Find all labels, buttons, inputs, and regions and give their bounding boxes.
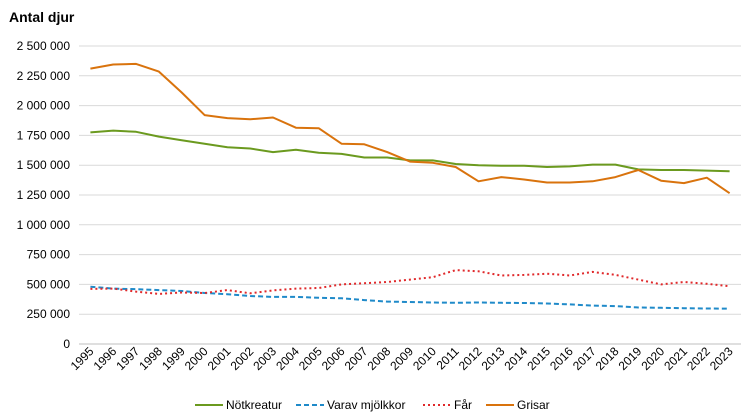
series-line-f-r (90, 269, 730, 295)
y-tick-label: 2 250 000 (17, 69, 71, 83)
y-tick-label: 1 250 000 (17, 188, 71, 202)
legend-label: Nötkreatur (226, 398, 282, 412)
x-tick-label: 2020 (638, 344, 667, 373)
x-tick-label: 2007 (342, 344, 371, 373)
y-tick-label: 750 000 (27, 248, 71, 262)
x-tick-label: 2018 (593, 344, 622, 373)
x-tick-label: 2005 (296, 344, 325, 373)
series-line-grisar (90, 62, 731, 195)
x-tick-label: 2012 (456, 344, 485, 373)
y-tick-label: 2 500 000 (17, 39, 71, 53)
y-axis-title: Antal djur (9, 9, 75, 25)
series-line-varav-mj-lkkor (90, 285, 730, 310)
x-tick-label: 2000 (182, 344, 211, 373)
x-tick-label: 2023 (707, 344, 736, 373)
legend-label: Får (454, 398, 472, 412)
x-tick-label: 2001 (205, 344, 234, 373)
x-tick-labels: 1995199619971998199920002001200220032004… (68, 344, 736, 373)
y-tick-label: 2 000 000 (17, 99, 71, 113)
series-lines (90, 62, 731, 310)
x-tick-label: 2015 (524, 344, 553, 373)
y-tick-label: 1 000 000 (17, 218, 71, 232)
y-tick-label: 1 500 000 (17, 158, 71, 172)
y-tick-label: 500 000 (27, 277, 71, 291)
x-tick-label: 2010 (410, 344, 439, 373)
x-tick-label: 1999 (159, 344, 188, 373)
legend-label: Varav mjölkkor (327, 398, 405, 412)
x-tick-label: 1995 (68, 344, 97, 373)
legend-label: Grisar (517, 398, 550, 412)
y-tick-label: 1 750 000 (17, 128, 71, 142)
y-tick-label: 0 (63, 337, 70, 351)
x-tick-label: 2013 (479, 344, 508, 373)
x-tick-label: 1998 (136, 344, 165, 373)
x-tick-label: 2021 (661, 344, 690, 373)
x-tick-label: 1996 (91, 344, 120, 373)
x-tick-label: 1997 (113, 344, 142, 373)
x-tick-label: 2022 (684, 344, 713, 373)
x-tick-label: 2008 (365, 344, 394, 373)
x-tick-label: 2006 (319, 344, 348, 373)
x-tick-label: 2011 (434, 344, 462, 372)
y-tick-labels: 0 250 000 500 000 750 000 1 000 000 1 250 000… (17, 39, 71, 351)
gridlines (79, 45, 741, 345)
x-tick-label: 2016 (547, 344, 576, 373)
x-tick-label: 2017 (570, 344, 599, 373)
legend: Nötkreatur Varav mjölkkor Får Grisar (195, 398, 550, 412)
x-tick-label: 2009 (387, 344, 416, 373)
x-tick-label: 2003 (250, 344, 279, 373)
x-tick-label: 2014 (501, 344, 530, 373)
series-line-n-tkreatur (90, 129, 730, 173)
y-tick-label: 250 000 (27, 307, 71, 321)
x-tick-label: 2004 (273, 344, 302, 373)
x-tick-label: 2019 (616, 344, 645, 373)
x-tick-label: 2002 (228, 344, 257, 373)
